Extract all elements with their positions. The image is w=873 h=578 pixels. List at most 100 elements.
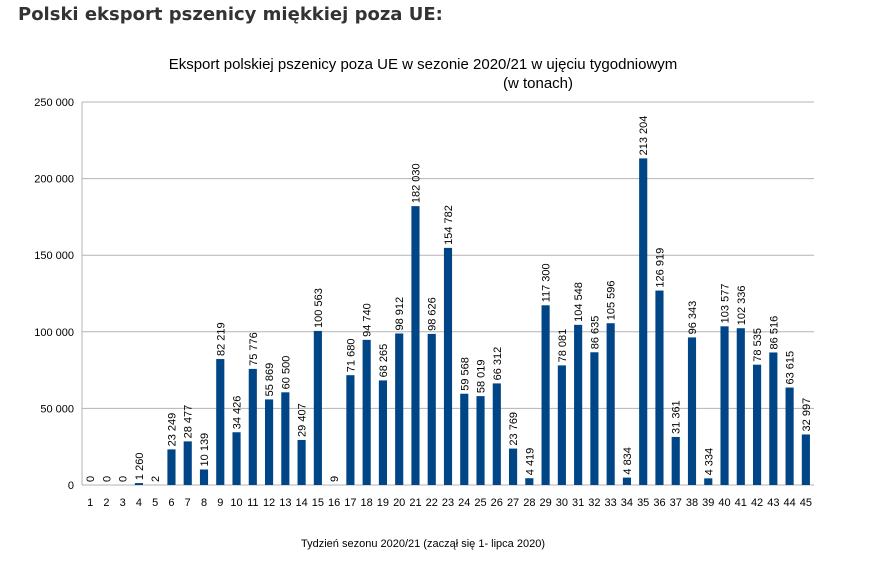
- x-tick-label: 22: [426, 497, 438, 509]
- bar: [183, 441, 192, 485]
- y-tick-label: 200 000: [34, 174, 74, 186]
- bar: [704, 478, 713, 485]
- page-heading: Polski eksport pszenicy miękkiej poza UE…: [18, 4, 443, 25]
- chart-title-line2: (w tonach): [502, 75, 574, 92]
- y-tick-label: 150 000: [34, 250, 74, 262]
- bar: [801, 434, 810, 485]
- bar: [411, 206, 420, 485]
- x-tick-label: 26: [491, 497, 503, 509]
- x-tick-label: 24: [458, 497, 470, 509]
- data-label: 82 219: [215, 322, 227, 356]
- data-label: 66 312: [492, 347, 504, 381]
- data-label: 60 500: [280, 356, 292, 390]
- bar: [525, 478, 534, 485]
- bar: [655, 290, 664, 485]
- data-label: 0: [118, 476, 130, 482]
- data-label: 96 343: [687, 301, 699, 335]
- x-tick-label: 21: [409, 497, 421, 509]
- x-tick-label: 34: [621, 497, 633, 509]
- x-tick-label: 7: [185, 497, 191, 509]
- bar: [574, 324, 583, 485]
- x-tick-label: 44: [783, 497, 795, 509]
- bar: [476, 396, 485, 485]
- data-label: 75 776: [248, 332, 260, 366]
- x-tick-label: 8: [201, 497, 207, 509]
- x-tick-label: 31: [572, 497, 584, 509]
- data-label: 0: [85, 476, 97, 482]
- data-label: 31 361: [671, 400, 683, 434]
- x-tick-label: 27: [507, 497, 519, 509]
- bar: [248, 368, 257, 485]
- x-tick-label: 2: [103, 497, 109, 509]
- data-label: 86 516: [768, 316, 780, 350]
- bar: [281, 392, 290, 485]
- data-label: 29 407: [297, 403, 309, 437]
- data-label: 103 577: [720, 284, 732, 324]
- data-label: 1 260: [134, 453, 146, 481]
- bar: [232, 432, 241, 485]
- bar: [443, 247, 453, 485]
- x-tick-label: 1: [87, 497, 93, 509]
- data-label: 154 782: [443, 205, 455, 245]
- y-tick-label: 250 000: [34, 97, 74, 109]
- bar: [541, 305, 550, 485]
- data-label: 98 626: [427, 297, 439, 331]
- x-tick-label: 23: [442, 497, 454, 509]
- bar: [460, 393, 469, 485]
- data-label: 71 680: [345, 339, 357, 373]
- bar: [216, 359, 225, 485]
- x-tick-label: 4: [136, 497, 142, 509]
- bar: [622, 477, 631, 485]
- x-tick-label: 14: [295, 497, 307, 509]
- x-tick-label: 28: [523, 497, 535, 509]
- x-tick-label: 39: [702, 497, 714, 509]
- data-label: 28 477: [183, 405, 195, 439]
- data-label: 0: [101, 476, 113, 482]
- data-label: 9: [329, 476, 341, 482]
- bar: [134, 483, 143, 485]
- x-tick-label: 9: [217, 497, 223, 509]
- x-tick-label: 13: [279, 497, 291, 509]
- data-label: 2: [150, 476, 162, 482]
- data-label: 86 635: [589, 316, 601, 350]
- data-label: 23 249: [166, 413, 178, 447]
- x-tick-label: 36: [653, 497, 665, 509]
- data-label: 4 419: [524, 448, 536, 476]
- x-tick-label: 15: [312, 497, 324, 509]
- data-label: 10 139: [199, 433, 211, 467]
- x-tick-label: 20: [393, 497, 405, 509]
- x-tick-label: 43: [767, 497, 779, 509]
- data-label: 182 030: [410, 163, 422, 203]
- bar: [606, 323, 615, 485]
- bar: [362, 339, 371, 485]
- data-label: 98 912: [394, 297, 406, 331]
- bar: [509, 448, 518, 485]
- bar: [736, 328, 745, 485]
- chart-title-line1: Eksport polskiej pszenicy poza UE w sezo…: [168, 56, 678, 73]
- bar: [427, 333, 436, 485]
- x-tick-label: 38: [686, 497, 698, 509]
- x-tick-label: 12: [263, 497, 275, 509]
- x-tick-label: 11: [247, 497, 258, 509]
- data-label: 117 300: [541, 263, 553, 302]
- data-label: 68 265: [378, 344, 390, 378]
- x-tick-label: 5: [152, 497, 158, 509]
- bar: [313, 330, 322, 485]
- data-label: 32 997: [801, 398, 813, 432]
- x-tick-label: 25: [474, 497, 486, 509]
- data-label: 4 334: [703, 448, 715, 476]
- bar: [395, 333, 404, 485]
- x-axis-label: Tydzień sezonu 2020/21 (zaczął się 1- li…: [301, 538, 545, 550]
- x-tick-label: 17: [344, 497, 356, 509]
- bar: [753, 364, 762, 485]
- x-tick-label: 45: [800, 497, 812, 509]
- x-tick-label: 18: [361, 497, 373, 509]
- x-tick-label: 29: [539, 497, 551, 509]
- bar: [167, 449, 176, 485]
- x-tick-label: 6: [168, 497, 174, 509]
- x-tick-label: 35: [637, 497, 649, 509]
- bar: [671, 436, 680, 485]
- bar: [639, 158, 648, 486]
- bar: [492, 383, 501, 485]
